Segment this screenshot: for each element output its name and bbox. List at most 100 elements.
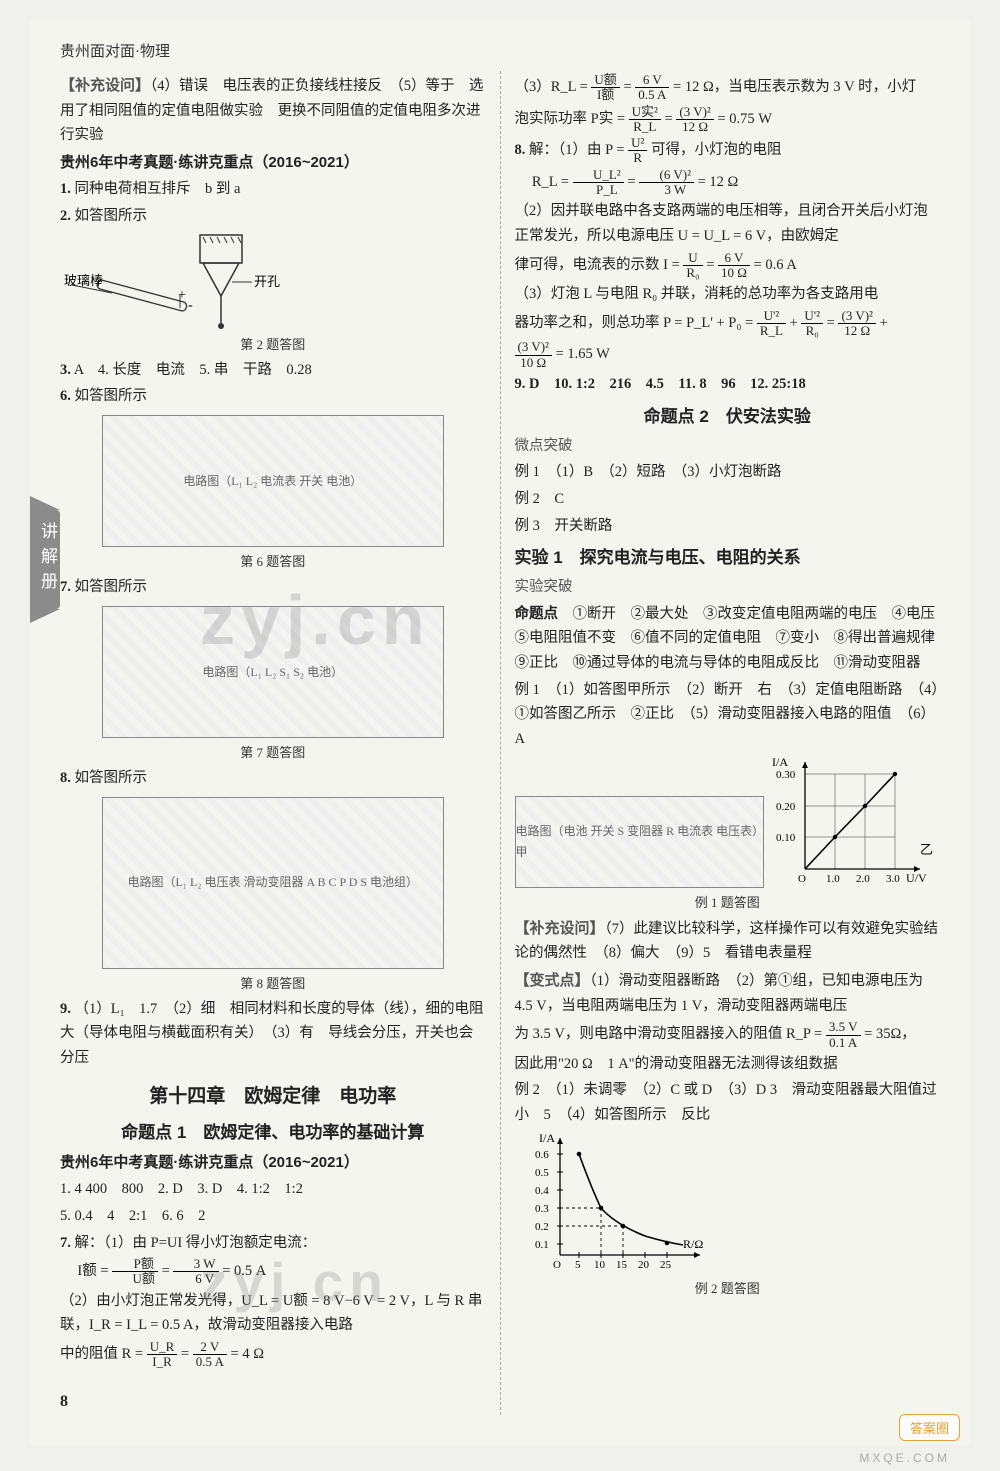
r1: （3）R_L = U额I额 = 6 V0.5 A = 12 Ω，当电压表示数为 … (515, 73, 941, 103)
ex2: 例 2 C (515, 487, 941, 512)
svg-text:I/A: I/A (539, 1131, 555, 1145)
q1: 1. 同种电荷相互排斥 b 到 a (60, 177, 486, 202)
line2: 5. 0.4 4 2:1 6. 6 2 (60, 1204, 486, 1229)
zhenti-title2: 贵州6年中考真题·练讲克重点（2016~2021） (60, 1150, 486, 1176)
svg-text:2.0: 2.0 (856, 873, 870, 885)
ex1: 例 1 （1）B （2）短路 （3）小灯泡断路 (515, 460, 941, 485)
q7b-eq: I额 = P额U额 = 3 W6 V = 0.5 A (60, 1257, 486, 1287)
fig6-diagram: 电路图（L₁ L₂ 电流表 开关 电池） (102, 415, 444, 547)
q3-text: A 4. 长度 电流 5. 串 干路 0.28 (74, 362, 312, 378)
svg-text:O: O (798, 873, 806, 885)
mtd2-title: 命题点 2 伏安法实验 (515, 403, 941, 432)
line1: 1. 4 400 800 2. D 3. D 4. 1:2 1:2 (60, 1177, 486, 1202)
buchong2: 【补充设问】（7）此建议比较科学，这样操作可以有效避免实验结论的偶然性 （8）偏… (515, 916, 941, 966)
fig8-diagram: 电路图（L₁ L₂ 电压表 滑动变阻器 A B C P D S 电池组） (102, 797, 444, 969)
wdtp: 微点突破 (515, 434, 941, 459)
q7b-head: 解：（1）由 P=UI 得小灯泡额定电流： (75, 1235, 317, 1251)
page-header: 贵州面对面·物理 (60, 40, 940, 61)
q3-label: 3. (60, 362, 71, 378)
fig6-caption: 第 6 题答图 (60, 551, 486, 573)
q8-label: 8. (60, 770, 71, 786)
q8r-eq2: R_L = U_L²P_L = (6 V)²3 W = 12 Ω (515, 168, 941, 198)
q7b: 7. 解：（1）由 P=UI 得小灯泡额定电流： (60, 1231, 486, 1256)
q8: 8. 如答图所示 (60, 766, 486, 791)
svg-text:0.4: 0.4 (535, 1185, 549, 1197)
q2-label: 2. (60, 208, 71, 224)
bsd2: 为 3.5 V，则电路中滑动变阻器接入的阻值 R_P = 3.5 V0.1 A … (515, 1020, 941, 1050)
ch14-title: 第十四章 欧姆定律 电功率 (60, 1081, 486, 1113)
svg-text:25: 25 (660, 1259, 672, 1271)
q9: 9. （1）L₁ 1.7 （2）细 相同材料和长度的导体（线），细的电阻大（导体… (60, 997, 486, 1071)
q7-label: 7. (60, 579, 71, 595)
svg-text:乙: 乙 (920, 842, 933, 857)
chart2-wrap: I/A 0.1 0.2 0.3 0.4 0.5 0.6 (515, 1130, 941, 1300)
q7b-p2: （2）由小灯泡正常发光得，U_L = U额 = 8 V−6 V = 2 V，L … (60, 1289, 486, 1338)
q7: 7. 如答图所示 (60, 575, 486, 600)
q9r: 9. D 10. 1:2 216 4.5 11. 8 96 12. 25:18 (515, 372, 941, 397)
q7b-label: 7. (60, 1235, 71, 1251)
q7b-eq-result: = 0.5 A (222, 1263, 266, 1279)
page: 讲解册 zyj.cn zyj.cn 贵州面对面·物理 【补充设问】（4）错误 电… (30, 20, 970, 1445)
svg-text:0.5: 0.5 (535, 1167, 549, 1179)
q6-text: 如答图所示 (75, 388, 148, 404)
q8r-p3: （3）灯泡 L 与电阻 R₀ 并联，消耗的总功率为各支路用电 (515, 282, 941, 307)
fig8-caption: 第 8 题答图 (60, 973, 486, 995)
ex1r: 例 1 （1）如答图甲所示 （2）断开 右 （3）定值电阻断路 （4）①如答图乙… (515, 678, 941, 752)
mxqe-watermark: MXQE.COM (859, 1451, 950, 1465)
mtd-label: 命题点 (515, 606, 559, 622)
svg-text:0.1: 0.1 (535, 1239, 549, 1251)
bsd3: 因此用"20 Ω 1 A"的滑动变阻器无法测得该组数据 (515, 1052, 941, 1077)
fig2-anno2: 开孔处 (254, 274, 280, 289)
q8r-p3c: (3 V)²10 Ω = 1.65 W (515, 340, 941, 370)
svg-text:-: - (188, 298, 193, 313)
q9-label: 9. (60, 1001, 71, 1017)
column-divider (500, 71, 501, 1415)
svg-text:15: 15 (616, 1259, 628, 1271)
q8r-p2b: 律可得，电流表的示数 I = UR₀ = 6 V10 Ω = 0.6 A (515, 251, 941, 281)
right-column: （3）R_L = U额I额 = 6 V0.5 A = 12 Ω，当电压表示数为 … (515, 71, 941, 1415)
svg-text:10: 10 (594, 1259, 606, 1271)
svg-text:+: + (178, 288, 186, 303)
q6-label: 6. (60, 388, 71, 404)
page-number: 8 (60, 1388, 486, 1415)
svg-text:3.0: 3.0 (886, 873, 900, 885)
fig2-anno1: 玻璃棒 (64, 273, 103, 288)
q2-text: 如答图所示 (75, 208, 148, 224)
fig2: + - 玻璃棒 开孔处 第 2 题答图 (60, 231, 486, 356)
mtd-block: 命题点 ①断开 ②最大处 ③改变定值电阻两端的电压 ④电压 ⑤电阻阻值不变 ⑥值… (515, 602, 941, 676)
q1-label: 1. (60, 181, 71, 197)
q1-text: 同种电荷相互排斥 b 到 a (75, 181, 241, 197)
q2: 2. 如答图所示 (60, 204, 486, 229)
ex3: 例 3 开关断路 (515, 514, 941, 539)
fig-ex1-circuit: 电路图（电池 开关 S 变阻器 R 电流表 电压表）甲 (515, 796, 765, 888)
fig2-svg: + - 玻璃棒 开孔处 (60, 231, 280, 336)
exp1-title: 实验 1 探究电流与电压、电阻的关系 (515, 544, 941, 573)
svg-text:0.6: 0.6 (535, 1149, 549, 1161)
q8r: 8. 解：（1）由 P = U²R 可得，小灯泡的电阻 (515, 136, 941, 166)
left-column: 【补充设问】（4）错误 电压表的正负接线柱接反 （5）等于 选用了相同阻值的定值… (60, 71, 486, 1415)
fig-ex2-caption: 例 2 题答图 (515, 1278, 941, 1300)
svg-text:20: 20 (638, 1259, 650, 1271)
svg-text:1.0: 1.0 (826, 873, 840, 885)
svg-text:0.3: 0.3 (535, 1203, 549, 1215)
svg-text:R/Ω: R/Ω (683, 1237, 703, 1251)
q7b-p3: 中的阻值 R = U_RI_R = 2 V0.5 A = 4 Ω (60, 1340, 486, 1370)
svg-text:0.30: 0.30 (776, 769, 796, 781)
chart1-ylabel: I/A (772, 755, 788, 769)
q7b-eq-lhs: I额 = (77, 1263, 108, 1279)
svg-text:U/V: U/V (906, 871, 927, 885)
ex2r: 例 2 （1）未调零 （2）C 或 D （3）D 3 滑动变阻器最大阻值过小 5… (515, 1078, 941, 1127)
content-columns: 【补充设问】（4）错误 电压表的正负接线柱接反 （5）等于 选用了相同阻值的定值… (60, 71, 940, 1415)
q7-text: 如答图所示 (75, 579, 148, 595)
mtd-text: ①断开 ②最大处 ③改变定值电阻两端的电压 ④电压 ⑤电阻阻值不变 ⑥值不同的定… (515, 606, 950, 671)
zhenti-title: 贵州6年中考真题·练讲克重点（2016~2021） (60, 150, 486, 176)
q8r-p3b: 器功率之和，则总功率 P = P_L' + P₀ = U'²R_L + U'²R… (515, 309, 941, 339)
chart1: I/A (770, 754, 940, 894)
brand-badge: 答案圈 (899, 1414, 960, 1441)
ex1-figures: 电路图（电池 开关 S 变阻器 R 电流表 电压表）甲 I/A (515, 754, 941, 894)
svg-text:5: 5 (575, 1259, 581, 1271)
sytp: 实验突破 (515, 575, 941, 600)
fig7-diagram: 电路图（L₁ L₂ S₁ S₂ 电池） (102, 606, 444, 738)
svg-text:0.2: 0.2 (535, 1221, 549, 1233)
buchong-block: 【补充设问】（4）错误 电压表的正负接线柱接反 （5）等于 选用了相同阻值的定值… (60, 73, 486, 148)
